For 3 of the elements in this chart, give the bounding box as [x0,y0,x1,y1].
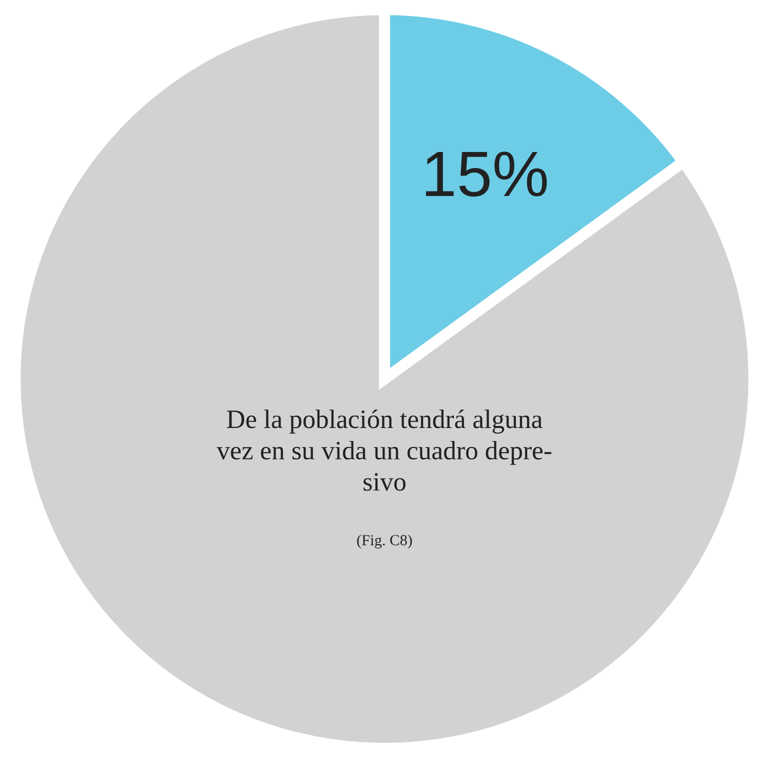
text: De la población tendrá alguna vez en su vida un cuadro depre- sivo [216,410,552,491]
text: (Fig. C8) [357,534,412,548]
data-label: 15% [426,152,547,197]
